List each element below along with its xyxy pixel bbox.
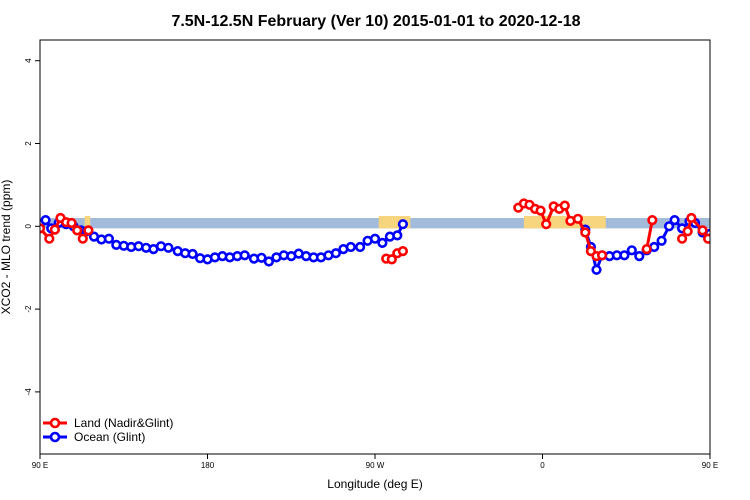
x-tick-label: 90 E (32, 461, 48, 470)
legend-swatch-point (49, 431, 61, 443)
ocean-band (40, 218, 710, 229)
data-point (163, 242, 174, 253)
data-point (239, 250, 250, 261)
band-layer (40, 218, 710, 229)
data-point (572, 213, 584, 224)
y-tick-label: -4 (24, 388, 33, 396)
data-point (663, 221, 675, 232)
data-point (682, 226, 693, 237)
x-tick-label: 90 W (366, 461, 385, 470)
data-point (355, 241, 366, 253)
data-point (40, 215, 51, 226)
x-tick-label: 90 E (702, 461, 718, 470)
data-point (721, 235, 729, 243)
data-point (77, 233, 88, 244)
data-point (263, 256, 275, 267)
land-segment (523, 215, 606, 229)
series-0 (40, 198, 710, 265)
data-point (591, 264, 602, 275)
data-point (72, 225, 83, 236)
x-tick-label: 0 (540, 461, 545, 470)
legend: Land (Nadir&Glint)Ocean (Glint) (43, 416, 173, 444)
data-point (669, 215, 680, 226)
series-layer (40, 198, 750, 275)
data-point (397, 219, 409, 230)
data-point (83, 225, 94, 236)
legend-swatch-point (49, 417, 61, 429)
x-tick-label: 180 (201, 461, 215, 470)
data-point (686, 212, 697, 224)
land-segment (84, 215, 91, 229)
data-point (66, 217, 77, 229)
x-axis: 90 E 180 90 W 0 90 E (32, 454, 718, 470)
data-point (743, 242, 750, 250)
data-point (397, 246, 409, 257)
data-point (386, 254, 397, 265)
data-point (369, 233, 381, 244)
data-point (656, 235, 667, 246)
y-axis: 4 2 0 -2 -4 (24, 58, 40, 396)
data-point (49, 224, 61, 235)
chart-title: 7.5N-12.5N February (Ver 10) 2015-01-01 … (171, 13, 580, 30)
data-point (345, 241, 356, 253)
data-point (703, 233, 710, 244)
data-point (541, 219, 552, 230)
data-point (559, 200, 570, 211)
data-point (641, 244, 652, 255)
data-point (596, 250, 608, 261)
y-axis-label: XCO2 - MLO trend (ppm) (0, 180, 13, 315)
data-point (580, 227, 591, 238)
land-segment (721, 216, 736, 228)
data-point (103, 233, 114, 244)
data-point (187, 248, 198, 260)
y-tick-label: 2 (24, 141, 33, 146)
data-point (634, 251, 645, 262)
data-point (714, 233, 722, 241)
y-tick-label: -2 (24, 305, 33, 313)
x-axis-label: Longitude (deg E) (327, 477, 422, 491)
y-tick-label: 4 (24, 58, 33, 63)
data-point (392, 230, 403, 241)
data-point (697, 225, 708, 236)
legend-label: Ocean (Glint) (74, 430, 145, 444)
data-point (330, 248, 342, 259)
y-tick-label: 0 (24, 224, 33, 229)
data-point (377, 237, 388, 248)
data-point (676, 233, 688, 244)
data-point (619, 250, 630, 261)
data-point (256, 252, 267, 263)
data-point (736, 241, 744, 249)
plot-area (40, 198, 750, 275)
data-point (647, 215, 658, 226)
data-point (44, 233, 55, 244)
data-point (626, 245, 637, 256)
legend-label: Land (Nadir&Glint) (74, 416, 173, 430)
data-point (535, 205, 546, 216)
data-point (729, 234, 737, 242)
